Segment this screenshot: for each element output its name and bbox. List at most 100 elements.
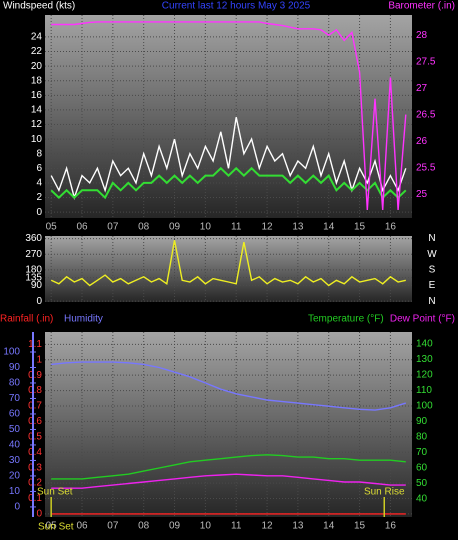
x-tick-label: 16 (385, 521, 397, 532)
y3-tick-label: 60 (9, 409, 21, 420)
y3-tick-label: 90 (9, 362, 21, 373)
x-tick-label: 13 (292, 222, 304, 233)
y3-tick-label: 10 (9, 486, 21, 497)
compass-label: W (427, 249, 437, 260)
y3-tick-label: 50 (9, 424, 21, 435)
x-tick-label: 12 (261, 222, 273, 233)
y-tick-label: 22 (31, 46, 43, 57)
x-tick-label: 10 (200, 521, 212, 532)
y-tick-label: 0 (36, 509, 42, 520)
y2-tick-label: 80 (416, 432, 428, 443)
y2-tick-label: 70 (416, 447, 428, 458)
legend-label: Barometer (.in) (388, 1, 455, 12)
y-tick-label: 360 (25, 233, 42, 244)
y2-tick-label: 50 (416, 478, 428, 489)
y-tick-label: 16 (31, 90, 43, 101)
y-tick-label: 0.8 (28, 385, 42, 396)
x-tick-label: 09 (169, 521, 181, 532)
y3-tick-label: 100 (3, 347, 20, 358)
series-line (51, 21, 407, 211)
y-tick-label: 270 (25, 249, 42, 260)
y2-tick-label: 140 (416, 339, 433, 350)
y-tick-label: 180 (25, 265, 42, 276)
y-tick-label: 0 (36, 207, 42, 218)
y-tick-label: 0.3 (28, 462, 42, 473)
y-tick-label: 90 (31, 280, 43, 291)
x-tick-label: 14 (323, 521, 335, 532)
legend-label: Rainfall (.in) (0, 314, 53, 325)
y-tick-label: 18 (31, 75, 43, 86)
x-tick-label: 05 (46, 222, 58, 233)
y2-tick-label: 100 (416, 401, 433, 412)
y2-tick-label: 90 (416, 416, 428, 427)
x-tick-label: 13 (292, 521, 304, 532)
series-line (51, 454, 406, 480)
y3-tick-label: 70 (9, 393, 21, 404)
x-tick-label: 08 (138, 222, 150, 233)
y-tick-label: 0.5 (28, 431, 42, 442)
compass-label: S (429, 265, 436, 276)
y2-tick-label: 130 (416, 354, 433, 365)
y-tick-label: 6 (36, 163, 42, 174)
legend-label: Windspeed (kts) (3, 1, 75, 12)
x-tick-label: 12 (261, 521, 273, 532)
x-tick-label: 08 (138, 521, 150, 532)
x-tick-label: 14 (323, 222, 335, 233)
x-tick-label: 06 (76, 521, 88, 532)
y-tick-label: 0.6 (28, 416, 42, 427)
x-tick-label: 11 (231, 222, 242, 233)
x-tick-label: 11 (231, 521, 242, 532)
annotation-label: Sun Set (37, 487, 73, 498)
series-line (51, 361, 407, 411)
y3-tick-label: 80 (9, 378, 21, 389)
series-line (51, 473, 406, 489)
x-tick-label: 15 (354, 521, 366, 532)
y-tick-label: 2 (36, 192, 42, 203)
x-tick-label: 09 (169, 222, 181, 233)
y2-tick-label: 60 (416, 463, 428, 474)
y-tick-label: 12 (31, 119, 43, 130)
y-tick-label: 8 (36, 148, 42, 159)
series-line (50, 240, 406, 287)
y-tick-label: 10 (31, 134, 43, 145)
plot-area (45, 236, 412, 302)
series-line (50, 166, 407, 200)
y-tick-label: 0.2 (28, 478, 42, 489)
y-tick-label: 0.7 (28, 401, 42, 412)
y-tick-label: 4 (36, 178, 42, 189)
y2-tick-label: 110 (416, 385, 432, 396)
legend-label: Humidity (64, 314, 103, 325)
y-tick-label: 0.4 (28, 447, 42, 458)
y3-tick-label: 0 (14, 502, 20, 513)
y-tick-label: 14 (31, 105, 43, 116)
y-tick-label: 0.9 (28, 370, 42, 381)
y-tick-label: 0.1 (28, 493, 42, 504)
y-tick-label: 135 (25, 272, 42, 283)
y3-tick-label: 30 (9, 455, 21, 466)
x-tick-label: 07 (107, 222, 119, 233)
chart-title: Current last 12 hours May 3 2025 (162, 1, 311, 12)
y2-tick-label: 26 (416, 136, 428, 147)
y2-tick-label: 27 (416, 83, 428, 94)
compass-label: N (428, 296, 435, 307)
y2-tick-label: 25 (416, 189, 428, 200)
x-tick-label: 07 (107, 521, 119, 532)
compass-label: E (429, 280, 436, 291)
y2-tick-label: 28 (416, 30, 428, 41)
y-tick-label: 1 (36, 354, 42, 365)
y3-tick-label: 40 (9, 440, 21, 451)
x-tick-label: 10 (200, 222, 212, 233)
y-tick-label: 20 (31, 61, 43, 72)
y-tick-label: 24 (31, 32, 43, 43)
x-tick-label: 15 (354, 222, 366, 233)
y2-tick-label: 26.5 (416, 109, 436, 120)
annotation-axis-label: Sun Set (38, 522, 74, 533)
plot-area (45, 15, 412, 218)
legend-label: Temperature (°F) (308, 314, 384, 325)
compass-label: N (428, 233, 435, 244)
x-tick-label: 16 (385, 222, 397, 233)
x-tick-label: 05 (46, 521, 58, 532)
y3-tick-label: 20 (9, 471, 21, 482)
y2-tick-label: 40 (416, 494, 428, 505)
